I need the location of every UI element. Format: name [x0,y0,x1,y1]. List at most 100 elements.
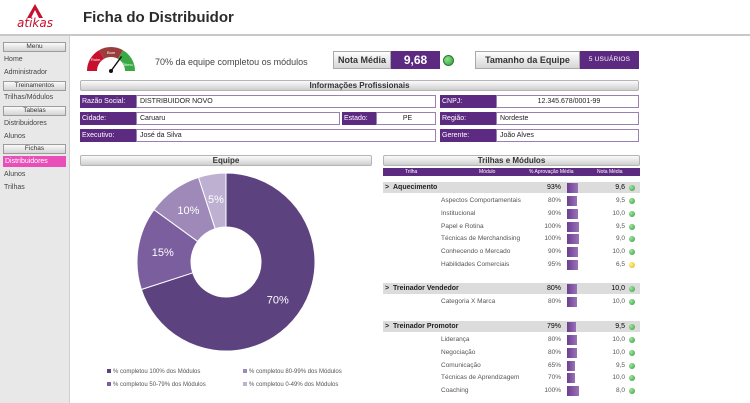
performance-gauge: Ruim Bom Ótimo [86,46,135,73]
modulo-aprovacao: 100% [544,222,561,230]
expand-chevron-icon[interactable]: > [385,184,390,191]
atikas-logo[interactable]: atikas [0,0,70,34]
atikas-logo-icon [27,4,43,18]
donut-slice-label: 15% [152,247,174,259]
sidebar-item-trilhas-modulos[interactable]: Trilhas/Módulos [4,94,54,101]
aprovacao-bar [567,247,578,258]
status-indicator [629,236,635,243]
modulo-aprovacao: 80% [547,197,561,204]
sidebar-item-administrador[interactable]: Administrador [4,69,48,76]
regiao-value: Nordeste [496,112,639,125]
section-informacoes-profissionais: Informações Profissionais [80,80,639,91]
modulo-row[interactable]: Técnicas de Merchandising 100% 9,0 [383,233,640,245]
modulo-aprovacao: 90% [547,209,561,217]
legend-item-100: % completou 100% dos Módulos [107,369,200,375]
tamanho-equipe-label: Tamanho da Equipe [475,51,580,69]
aprovacao-bar [567,196,577,206]
modulo-aprovacao: 100% [544,387,561,395]
modulo-aprovacao: 80% [547,348,561,356]
sidebar-item-alunos[interactable]: Alunos [4,133,26,140]
gauge-label-bom: Bom [107,50,116,55]
status-indicator [629,362,635,369]
estado-label: Estado: [342,112,376,125]
donut-slice [197,172,227,230]
gerente-label: Gerente: [440,129,496,142]
section-trilhas-modulos: Trilhas e Módulos [383,155,640,166]
table-header: Trilha Módulo % Aprovação Média Nota Méd… [383,168,640,176]
trilha-row[interactable]: > Aquecimento 93% 9,6 [383,182,640,193]
modulo-row[interactable]: Categoria X Marca 80% 10,0 [383,296,640,308]
aprovacao-bar [567,335,577,345]
modulo-aprovacao: 80% [547,298,561,305]
modulo-nota: 9,0 [615,235,625,243]
sidebar-item-distribuidores[interactable]: Distribuidores [4,120,47,127]
modulo-row[interactable]: Conhecendo o Mercado 90% 10,0 [383,246,640,258]
aprovacao-bar [567,183,578,193]
expand-chevron-icon[interactable]: > [385,285,390,292]
trilha-row[interactable]: > Treinador Vendedor 80% 10,0 [383,283,640,294]
donut-slice-label: 70% [267,295,289,307]
modulo-row[interactable]: Habilidades Comerciais 95% 6,5 [383,259,640,271]
donut-slice-label: 10% [177,205,199,217]
aprovacao-bar [567,284,577,294]
modulo-row[interactable]: Coaching 100% 8,0 [383,385,640,397]
cnpj-value: 12.345.678/0001-99 [496,95,639,108]
sidebar-header-fichas: Fichas [3,144,66,154]
modulo-nota: 10,0 [612,374,625,382]
modulo-row[interactable]: Comunicação 65% 9,5 [383,360,640,372]
modulo-aprovacao: 80% [547,336,561,343]
aprovacao-bar [567,322,576,332]
modulo-row[interactable]: Negociação 80% 10,0 [383,347,640,359]
modulo-nota: 10,0 [612,248,625,256]
status-indicator [629,249,635,256]
modulo-name: Coaching [441,387,469,395]
modulo-nota: 9,5 [615,197,625,204]
modulo-nota: 6,5 [615,261,625,268]
modulo-nota: 9,5 [615,222,625,230]
sidebar-header-treinamentos: Treinamentos [3,81,66,91]
legend-label: % completou 80-99% dos Módulos [249,369,342,375]
trilha-row[interactable]: > Treinador Promotor 79% 9,5 [383,321,640,332]
regiao-label: Região: [440,112,496,125]
cidade-value: Caruaru [136,112,340,125]
nota-media-value: 9,68 [391,51,440,69]
modulo-row[interactable]: Institucional 90% 10,0 [383,208,640,220]
modulo-row[interactable]: Aspectos Comportamentais 80% 9,5 [383,195,640,207]
modulo-name: Técnicas de Merchandising [441,235,521,243]
modulo-name: Comunicação [441,361,481,369]
trilha-aprovacao: 79% [546,323,561,330]
status-indicator [629,185,635,191]
legend-item-80-99: % completou 80-99% dos Módulos [243,369,342,375]
nota-status-indicator [443,55,454,66]
razao-social-label: Razão Social: [80,95,136,108]
aprovacao-bar [567,360,575,371]
status-indicator [629,375,635,382]
status-indicator [629,299,635,305]
aprovacao-bar [567,297,577,307]
sidebar-item-fichas-distribuidores[interactable]: Distribuidores [3,156,66,167]
sidebar-item-fichas-alunos[interactable]: Alunos [4,171,26,178]
modulo-name: Conhecendo o Mercado [441,248,511,256]
sidebar-item-home[interactable]: Home [4,56,23,63]
estado-value: PE [376,112,436,125]
gauge-label-ruim: Ruim [91,57,101,62]
modulo-row[interactable]: Papel e Rotina 100% 9,5 [383,221,640,233]
executivo-value: José da Silva [136,129,436,142]
modulo-row[interactable]: Técnicas de Aprendizagem 70% 10,0 [383,372,640,384]
trilha-aprovacao: 80% [546,285,561,292]
aprovacao-bar [567,208,578,219]
cidade-label: Cidade: [80,112,136,125]
expand-chevron-icon[interactable]: > [385,323,390,330]
trilha-name: Aquecimento [393,184,438,191]
modulo-nota: 10,0 [612,298,625,305]
status-indicator [629,210,635,217]
modulo-aprovacao: 95% [547,261,561,268]
modulo-row[interactable]: Liderança 80% 10,0 [383,334,640,346]
modulo-name: Liderança [441,336,470,343]
status-indicator [629,388,635,395]
sidebar-item-fichas-trilhas[interactable]: Trilhas [4,184,25,191]
modulo-nota: 10,0 [612,209,625,217]
modulo-aprovacao: 65% [547,361,561,369]
gauge-arc-bom [99,46,123,59]
